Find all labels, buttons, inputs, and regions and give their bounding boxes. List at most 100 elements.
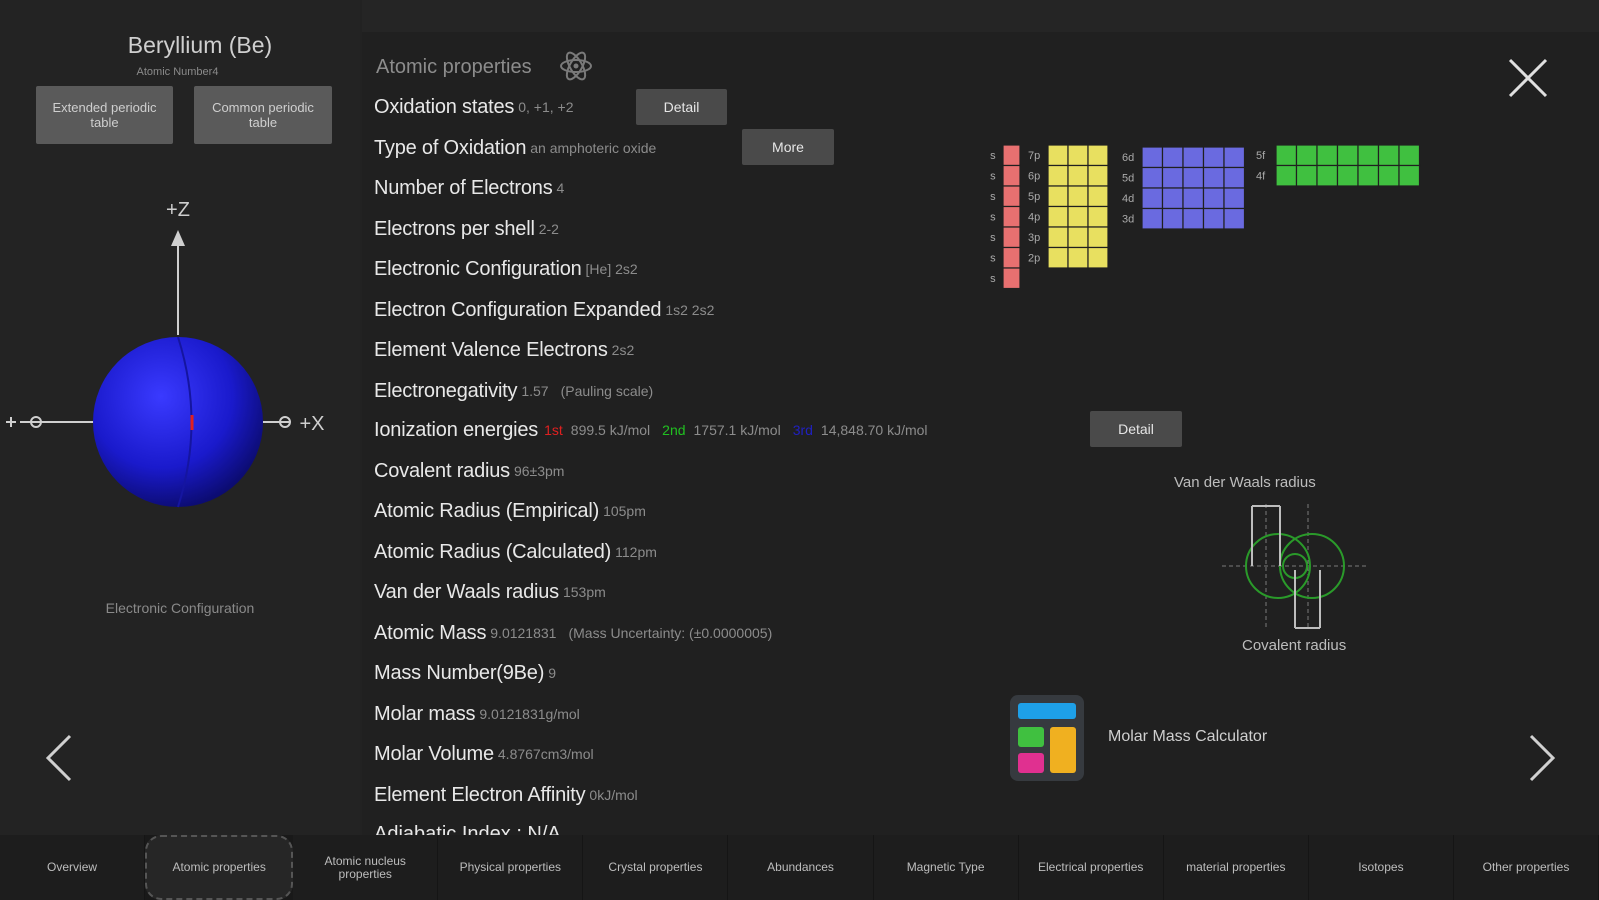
orbital-cell — [1295, 164, 1318, 187]
tab-abundances[interactable]: Abundances — [728, 835, 874, 900]
orbital-cell — [1275, 145, 1298, 167]
property-label: Oxidation states — [374, 95, 515, 118]
property-row: Atomic Mass 9.0121831 (Mass Uncertainty:… — [374, 618, 772, 648]
orbital-label: 3p — [1028, 232, 1040, 244]
property-value: 4.8767cm3/mol — [497, 746, 594, 762]
orbital-label: 6d — [1122, 152, 1134, 164]
orbital-cell — [1002, 164, 1021, 187]
orbital-label: 5s — [990, 191, 996, 203]
orbital-cell — [1067, 164, 1089, 187]
property-value: 153pm — [562, 584, 606, 600]
property-label: Atomic Mass — [374, 621, 487, 644]
tab-magnetic-type[interactable]: Magnetic Type — [873, 835, 1019, 900]
tab-material-properties[interactable]: material properties — [1163, 835, 1309, 900]
orbital-cell — [1202, 187, 1225, 210]
orbital-label: 5d — [1122, 173, 1134, 185]
orbital-cell — [1047, 205, 1069, 228]
orbital-cell — [1141, 146, 1164, 169]
property-label: Type of Oxidation — [374, 136, 527, 159]
tab-other-properties[interactable]: Other properties — [1453, 835, 1599, 900]
orbital-label: 7s — [990, 150, 996, 162]
property-label: Atomic Radius (Empirical) — [374, 499, 600, 522]
radius-circles — [1222, 504, 1368, 630]
tab-overview[interactable]: Overview — [0, 835, 146, 900]
orbital-cell — [1202, 166, 1225, 189]
element-panel: Beryllium (Be) Atomic Number4 Extended p… — [0, 0, 360, 835]
oxidation-more-button[interactable]: More — [742, 129, 834, 165]
property-value: [He] 2s2 — [585, 261, 638, 277]
orbital-label: 3s — [990, 232, 996, 244]
property-value: 1s2 2s2 — [665, 302, 715, 318]
orbital-cell — [1161, 166, 1184, 189]
orbital-cell — [1398, 164, 1421, 187]
atom-icon — [560, 51, 592, 81]
property-label: Electronic Configuration — [374, 257, 582, 280]
tab-physical-properties[interactable]: Physical properties — [438, 835, 584, 900]
orbital-cell — [1067, 226, 1089, 249]
orbital-cell — [1161, 187, 1184, 210]
orbital-cell — [1002, 185, 1021, 208]
tab-isotopes[interactable]: Isotopes — [1308, 835, 1454, 900]
orbital-cell — [1087, 246, 1109, 269]
orbital-cell — [1141, 166, 1164, 189]
orbital-cell — [1316, 164, 1339, 187]
orbital-cell — [1141, 187, 1164, 210]
p-orbital-block: 7p 6p 5p 4p 3p 2p — [1028, 145, 1109, 269]
orbital-cell — [1223, 187, 1246, 210]
common-periodic-table-button[interactable]: Common periodic table — [194, 86, 332, 144]
orbital-cell — [1087, 205, 1109, 228]
orbital-cell — [1087, 145, 1109, 167]
tab-atomic-properties[interactable]: Atomic properties — [145, 835, 294, 900]
property-row: Element Valence Electrons 2s2 — [374, 335, 634, 365]
extended-periodic-table-button[interactable]: Extended periodic table — [36, 86, 173, 144]
orbital-label: 5f — [1256, 150, 1266, 162]
property-extra: (Pauling scale) — [560, 383, 654, 399]
orbital-cell — [1336, 164, 1359, 187]
orbital-cell — [1047, 246, 1069, 269]
orbital-label: 1s — [990, 273, 996, 285]
ionization-detail-button[interactable]: Detail — [1090, 411, 1182, 447]
tab-crystal-properties[interactable]: Crystal properties — [583, 835, 729, 900]
orbital-label: 4p — [1028, 212, 1040, 224]
orbital-cell — [1202, 207, 1225, 230]
property-value: 112pm — [615, 544, 657, 560]
previous-arrow-icon[interactable] — [40, 730, 80, 786]
next-arrow-icon[interactable] — [1521, 730, 1561, 786]
orbital-label: 4f — [1256, 171, 1266, 183]
orbital-cell — [1275, 164, 1298, 187]
orbital-cell — [1141, 207, 1164, 230]
property-row: Number of Electrons 4 — [374, 173, 564, 203]
orbital-cell — [1202, 146, 1225, 169]
orbital-cell — [1223, 166, 1246, 189]
property-row: Covalent radius 96±3pm — [374, 456, 564, 486]
property-row: Electronic Configuration [He] 2s2 — [374, 254, 638, 284]
orbital-cell — [1002, 226, 1021, 249]
property-value: 9.0121831g/mol — [479, 706, 580, 722]
molar-mass-calculator-label[interactable]: Molar Mass Calculator — [1108, 728, 1268, 745]
orbital-cell — [1067, 246, 1089, 269]
orbital-cell — [1047, 185, 1069, 208]
orbital-cell — [1295, 145, 1318, 167]
orbital-cell — [1182, 166, 1205, 189]
orbital-caption: Electronic Configuration — [105, 600, 255, 616]
oxidation-detail-button[interactable]: Detail — [636, 89, 727, 125]
tab-atomic-nucleus-properties[interactable]: Atomic nucleus properties — [293, 835, 439, 900]
orbital-cell — [1067, 145, 1089, 167]
property-value: 9 — [548, 665, 556, 681]
close-icon[interactable] — [1508, 58, 1548, 98]
top-strip — [362, 0, 1599, 32]
orbital-label: 3d — [1122, 214, 1134, 226]
property-row: Mass Number(9Be) 9 — [374, 658, 556, 688]
tab-electrical-properties[interactable]: Electrical properties — [1018, 835, 1164, 900]
property-row: Atomic Radius (Calculated) 112pm — [374, 537, 657, 567]
orbital-cell — [1047, 164, 1069, 187]
ionization-row: Ionization energies 1st 899.5 kJ/mol 2nd… — [374, 415, 928, 445]
ionization-2nd-tag: 2nd — [662, 422, 686, 438]
property-label: Number of Electrons — [374, 176, 553, 199]
orbital-cell — [1047, 145, 1069, 167]
calculator-icon[interactable] — [1010, 695, 1084, 781]
orbital-3d-view[interactable]: +Z +X — [0, 190, 360, 540]
property-value: 9.0121831 — [490, 625, 557, 641]
property-value: 2s2 — [611, 342, 635, 358]
section-title: Atomic properties — [376, 56, 532, 78]
